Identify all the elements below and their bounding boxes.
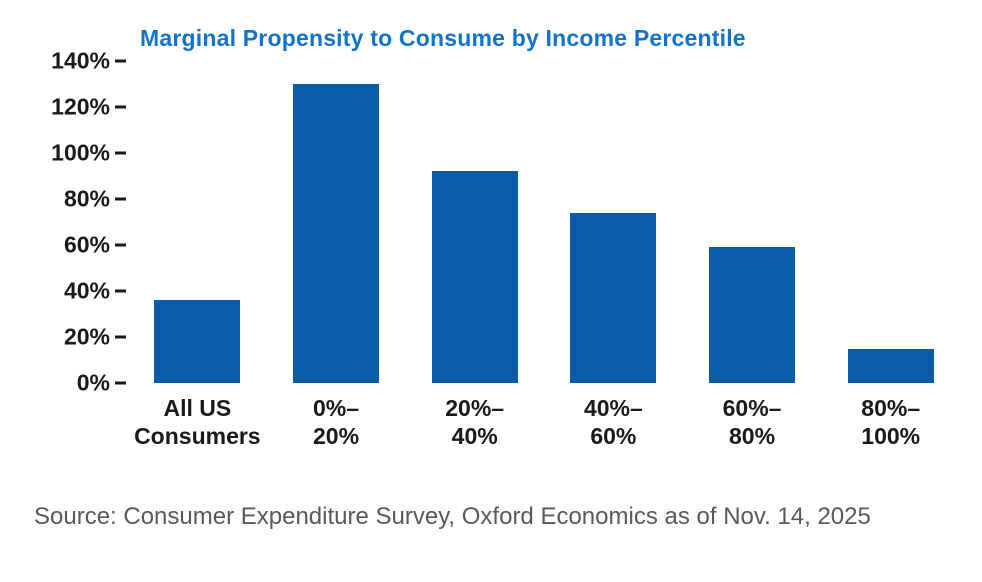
x-tick-label-line: 80%– <box>861 395 921 421</box>
x-tick-label-line: All US <box>163 395 232 421</box>
y-tick-mark <box>115 289 126 293</box>
y-tick-mark <box>115 151 126 155</box>
x-tick-label: All US Consumers <box>128 394 267 450</box>
bar-slot <box>683 61 822 383</box>
x-tick-label: 80%– 100% <box>821 394 960 450</box>
x-tick-label-line: 20% <box>312 423 360 449</box>
source-caption: Source: Consumer Expenditure Survey, Oxf… <box>34 503 871 530</box>
x-tick-label-line: 40% <box>451 423 498 449</box>
y-tick-label: 140% <box>51 47 110 74</box>
y-tick-mark <box>115 197 126 201</box>
y-tick-label: 60% <box>63 231 110 258</box>
y-tick-label: 20% <box>63 323 110 350</box>
bar-1 <box>293 84 379 383</box>
y-tick-mark <box>115 243 126 247</box>
x-tick-label-line: Consumers <box>134 423 261 449</box>
x-tick-label-line: 100% <box>861 423 921 449</box>
x-tick-label-line: 60% <box>590 423 637 449</box>
chart-title: Marginal Propensity to Consume by Income… <box>140 25 746 51</box>
x-tick-label: 60%– 80% <box>683 394 822 450</box>
y-tick-label: 80% <box>63 185 110 212</box>
y-tick-mark <box>115 59 126 63</box>
y-tick-label: 120% <box>51 93 110 120</box>
y-ticks <box>115 59 126 385</box>
x-tick-label-line: 80% <box>729 423 776 449</box>
x-tick-label-line: 0%– <box>312 395 360 421</box>
x-tick-label-line: 20%– <box>445 395 505 421</box>
bar-0 <box>154 300 241 383</box>
bar-2 <box>431 171 518 383</box>
y-tick-mark <box>115 381 126 385</box>
bar-4 <box>709 247 796 383</box>
x-tick-label: 20%– 40% <box>405 394 544 450</box>
x-axis: All US Consumers 0%– 20% 20%– 40% 40%– 60% 60%– 8… <box>128 394 960 450</box>
x-tick-label: 40%– 60% <box>544 394 683 450</box>
bar-slot <box>821 61 960 383</box>
y-tick-label: 100% <box>51 139 110 166</box>
y-tick-mark <box>115 105 126 109</box>
y-tick-label: 0% <box>76 369 110 396</box>
x-tick-label-line: 40%– <box>583 395 643 421</box>
y-axis: 0% 20% 40% 60% 80% 100% 120% 140% <box>18 48 110 396</box>
bar-slot <box>267 61 406 383</box>
plot-area <box>128 61 960 383</box>
bar-slot <box>405 61 544 383</box>
y-tick-mark <box>115 335 126 339</box>
bar-slot <box>128 61 267 383</box>
y-tick-label: 40% <box>63 277 110 304</box>
x-tick-label-line: 60%– <box>722 395 782 421</box>
bar-3 <box>570 212 657 383</box>
bar-5 <box>847 348 934 383</box>
x-tick-label: 0%– 20% <box>267 394 406 450</box>
bar-slot <box>544 61 683 383</box>
bars-row <box>128 61 960 383</box>
